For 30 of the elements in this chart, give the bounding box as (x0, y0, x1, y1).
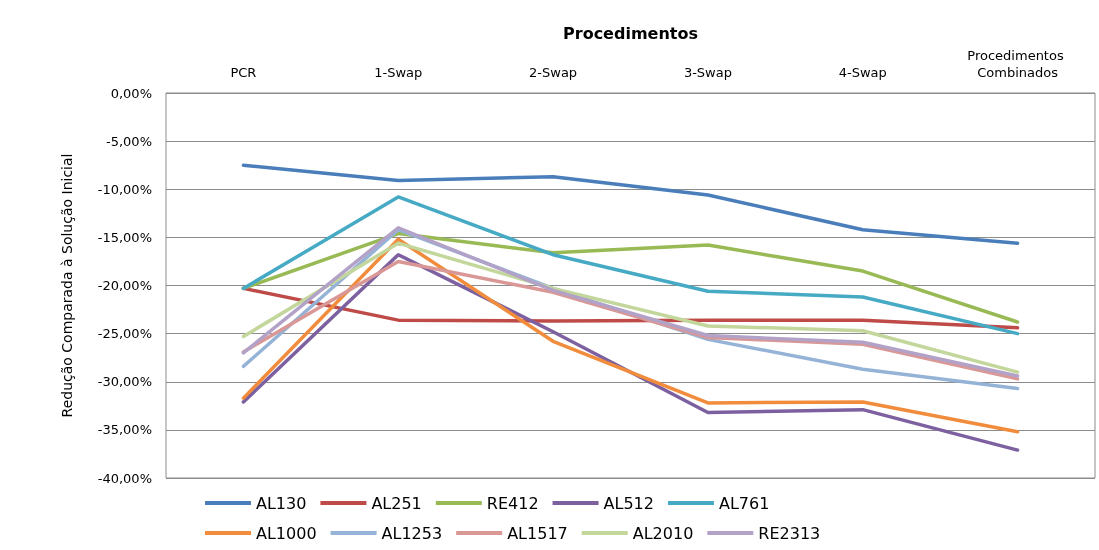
y-tick-label: -30,00% (97, 374, 152, 390)
x-tick-label: 4-Swap (838, 65, 887, 80)
y-tick-label: -35,00% (97, 422, 152, 438)
y-tick-label: -15,00% (97, 229, 152, 245)
y-tick-label: -40,00% (97, 470, 152, 486)
legend-label: AL761 (718, 493, 770, 513)
x-tick-label: 3-Swap (683, 65, 732, 80)
line-series (241, 195, 1020, 336)
y-tick-label: -5,00% (106, 133, 152, 149)
legend-label: AL1000 (256, 523, 317, 543)
y-axis-title: Redução Comparada à Solução Inicial (59, 153, 75, 418)
y-tick-label: -25,00% (97, 326, 152, 342)
line-series (241, 237, 1020, 434)
legend-label: AL512 (603, 493, 654, 513)
legend-label: AL1517 (507, 523, 568, 543)
legend-label: AL1253 (381, 523, 443, 543)
legend-label: RE2313 (758, 523, 821, 543)
x-tick-label: 1-Swap (374, 65, 423, 80)
legend-label: AL130 (256, 493, 307, 513)
legend-label: AL2010 (632, 523, 694, 543)
legend-label: RE412 (486, 493, 539, 513)
y-tick-label: -20,00% (97, 278, 152, 293)
x-tick-label: PCR (230, 65, 257, 80)
x-axis-title: Procedimentos (563, 23, 698, 43)
y-tick-label: 0,00% (110, 85, 152, 101)
line-series (241, 163, 1020, 245)
legend-label: AL251 (371, 493, 422, 513)
x-tick-label: Procedimentos Combinados (967, 48, 1068, 80)
y-tick-label: -10,00% (97, 181, 152, 197)
x-tick-label: 2-Swap (529, 65, 578, 80)
